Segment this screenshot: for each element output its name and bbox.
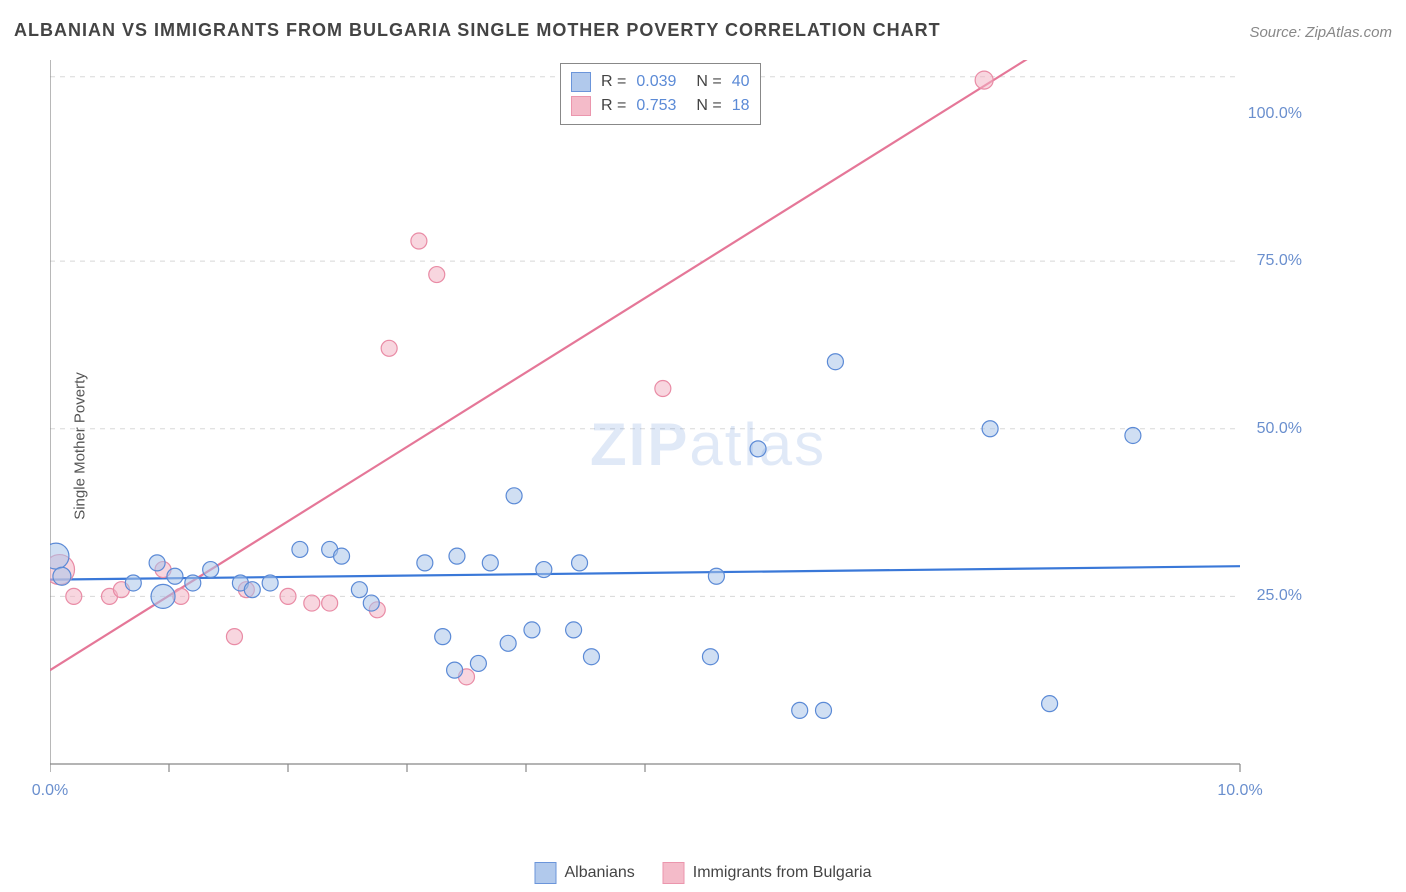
stat-n-label: N = xyxy=(696,73,721,91)
legend-item-albanians: Albanians xyxy=(535,862,635,884)
y-tick-label: 100.0% xyxy=(1248,105,1302,123)
legend-item-bulgaria: Immigrants from Bulgaria xyxy=(663,862,872,884)
bottom-legend: Albanians Immigrants from Bulgaria xyxy=(535,862,872,884)
y-tick-label: 75.0% xyxy=(1257,252,1302,270)
stat-n-bulgaria: 18 xyxy=(732,97,750,115)
legend-label-albanians: Albanians xyxy=(565,864,635,882)
stats-row-bulgaria: R = 0.753 N = 18 xyxy=(571,94,750,118)
stats-row-albanians: R = 0.039 N = 40 xyxy=(571,70,750,94)
stat-n-albanians: 40 xyxy=(732,73,750,91)
stats-legend-box: R = 0.039 N = 40 R = 0.753 N = 18 xyxy=(560,63,761,125)
legend-swatch-albanians xyxy=(535,862,557,884)
chart-svg xyxy=(50,60,1310,802)
stat-r-label: R = xyxy=(601,73,626,91)
stat-r-label: R = xyxy=(601,97,626,115)
swatch-albanians xyxy=(571,72,591,92)
stat-n-label: N = xyxy=(696,97,721,115)
plot-area: ZIPatlas R = 0.039 N = 40 R = 0.753 N = … xyxy=(50,60,1310,802)
legend-label-bulgaria: Immigrants from Bulgaria xyxy=(693,864,872,882)
source-attribution: Source: ZipAtlas.com xyxy=(1249,24,1392,41)
x-tick-label: 10.0% xyxy=(1217,782,1262,800)
swatch-bulgaria xyxy=(571,96,591,116)
y-tick-label: 25.0% xyxy=(1257,587,1302,605)
legend-swatch-bulgaria xyxy=(663,862,685,884)
y-tick-label: 50.0% xyxy=(1257,420,1302,438)
stat-r-bulgaria: 0.753 xyxy=(636,97,676,115)
x-tick-label: 0.0% xyxy=(32,782,68,800)
stat-r-albanians: 0.039 xyxy=(636,73,676,91)
chart-title: ALBANIAN VS IMMIGRANTS FROM BULGARIA SIN… xyxy=(14,20,941,41)
